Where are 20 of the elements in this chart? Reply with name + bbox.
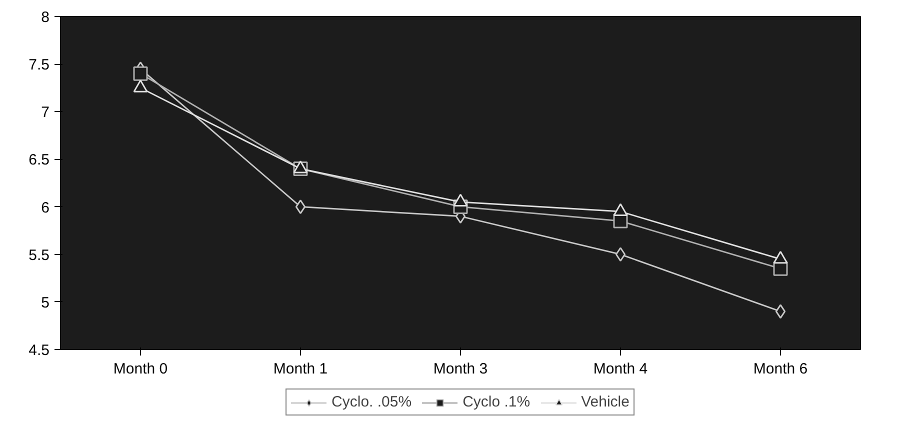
y-tick-label: 7.5 xyxy=(28,56,50,74)
x-tick-label: Month 4 xyxy=(593,360,648,378)
y-tick-label: 4.5 xyxy=(28,342,50,359)
point xyxy=(775,304,786,319)
y-tick-label: 6.5 xyxy=(28,152,50,169)
x-tick-label: Month 1 xyxy=(273,360,328,378)
point xyxy=(295,200,306,214)
x-tick-label: Month 6 xyxy=(753,360,808,378)
x-tick-label: Month 0 xyxy=(113,360,168,378)
y-tick-label: 5.5 xyxy=(28,246,50,264)
legend-label: Vehicle xyxy=(581,394,630,410)
legend-label: Cyclo .1% xyxy=(462,394,530,410)
point xyxy=(615,247,626,262)
legend-label: Cyclo. .05% xyxy=(332,394,412,410)
y-tick-label: 5 xyxy=(41,294,50,312)
x-tick-label: Month 3 xyxy=(433,360,488,378)
y-tick-label: 8 xyxy=(41,9,50,26)
y-tick-label: 7 xyxy=(41,104,50,122)
point xyxy=(133,66,148,81)
y-tick-label: 6 xyxy=(41,199,50,216)
